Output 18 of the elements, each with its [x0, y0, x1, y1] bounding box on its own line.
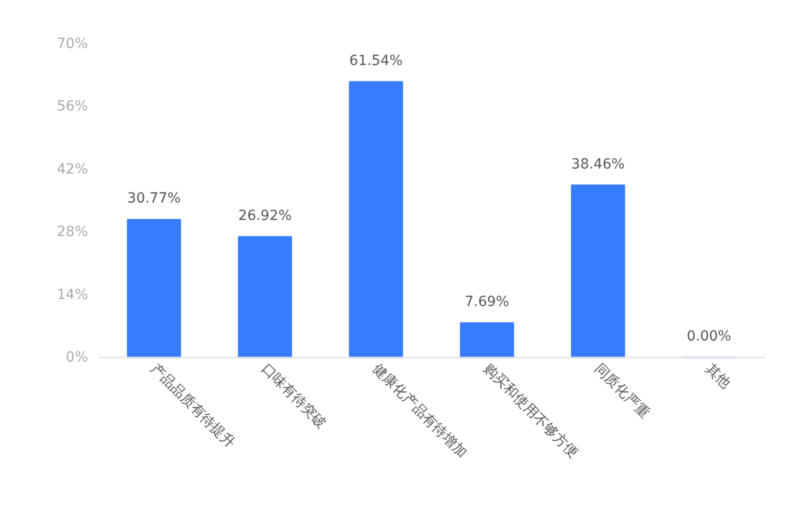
x-tick-label: 购买和使用不够方便 [480, 360, 581, 462]
y-tick-label: 14% [56, 286, 88, 303]
data-label: 61.54% [349, 52, 403, 69]
data-label: 7.69% [464, 294, 510, 310]
data-label: 30.77% [127, 190, 181, 207]
x-tick-label: 同质化严重 [591, 360, 652, 422]
y-tick-label: 28% [56, 224, 88, 240]
data-label: 0.00% [686, 328, 732, 344]
x-tick-label: 健康化产品有待增加 [369, 360, 470, 462]
y-tick-label: 42% [56, 161, 88, 178]
y-tick-label: 56% [56, 98, 88, 115]
x-tick-label: 其他 [702, 360, 734, 392]
data-label: 38.46% [571, 156, 625, 172]
x-tick-label: 产品品质有待提升 [147, 360, 238, 452]
x-tick-label: 口味有待突破 [258, 360, 330, 432]
y-tick-label: 0% [66, 350, 88, 366]
data-label: 26.92% [238, 208, 292, 224]
y-tick-label: 70% [56, 36, 88, 52]
